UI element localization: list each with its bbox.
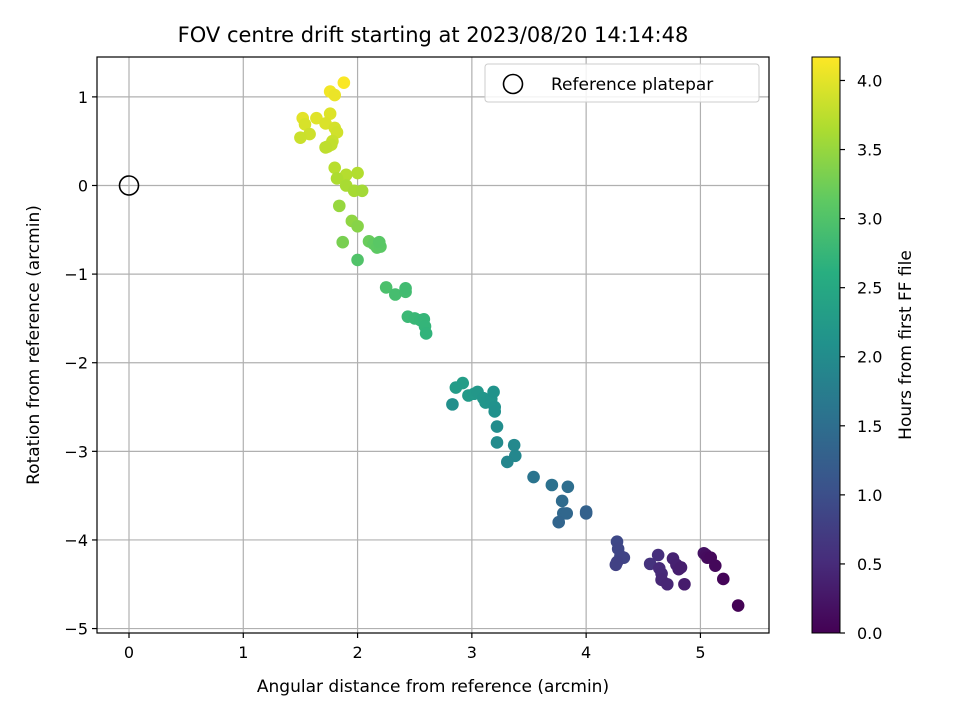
- data-point: [351, 253, 364, 267]
- data-point: [488, 405, 502, 418]
- colorbar-tick-label: 2.0: [857, 348, 882, 367]
- x-tick-label: 2: [352, 643, 362, 662]
- data-point: [310, 111, 323, 125]
- data-point: [487, 385, 500, 399]
- data-point: [388, 288, 402, 301]
- data-point: [332, 199, 346, 213]
- x-tick-label: 4: [581, 643, 591, 662]
- grid: [97, 57, 769, 633]
- data-point: [674, 561, 688, 574]
- legend: Reference platepar: [484, 63, 760, 103]
- colorbar-ticks: 0.0 0.5 1.0 1.5 2.0 2.5 3.0 3.5 4.0: [840, 71, 882, 643]
- data-point: [660, 577, 674, 591]
- y-tick-label: −4: [64, 531, 88, 550]
- data-point: [355, 184, 369, 198]
- colorbar-tick-label: 4.0: [857, 71, 882, 90]
- y-tick-label: −3: [64, 442, 88, 461]
- reference-marker: [118, 175, 140, 196]
- data-point: [555, 494, 569, 508]
- y-tick-label: −1: [64, 265, 88, 284]
- colorbar-tick-label: 3.5: [857, 141, 882, 160]
- data-point: [490, 420, 504, 433]
- legend-entry-reference: Reference platepar: [551, 75, 713, 95]
- data-point: [330, 172, 344, 185]
- colorbar-tick-label: 3.0: [857, 210, 882, 229]
- data-point: [500, 455, 514, 469]
- colorbar-tick-label: 0.5: [857, 555, 882, 574]
- legend-box: [484, 63, 760, 103]
- data-point: [372, 235, 386, 249]
- colorbar-tick-label: 1.5: [857, 417, 882, 436]
- data-point: [379, 281, 393, 294]
- colorbar-tick-label: 0.0: [857, 624, 882, 643]
- x-tick-label: 1: [238, 643, 248, 662]
- data-point: [561, 480, 575, 494]
- colorbar-label: Hours from first FF file: [896, 250, 916, 440]
- y-tick-label: 1: [78, 88, 88, 107]
- data-point: [446, 398, 459, 411]
- y-tick-label: 0: [78, 176, 88, 195]
- y-tick-label: −2: [64, 354, 88, 373]
- x-tick-label: 3: [467, 643, 477, 662]
- y-axis-label: Rotation from reference (arcmin): [24, 205, 44, 485]
- data-point: [351, 166, 364, 180]
- data-point: [527, 470, 540, 484]
- data-point: [678, 577, 691, 591]
- data-point: [328, 161, 342, 175]
- data-point: [552, 515, 566, 529]
- axes: 0 1 2 3 4 5 1 0 −1 −2 −3 −4 −5: [64, 56, 770, 662]
- x-tick-label: 5: [695, 643, 705, 662]
- data-point: [651, 548, 665, 562]
- data-point: [731, 599, 745, 612]
- data-point: [323, 107, 337, 121]
- x-axis-label: Angular distance from reference (arcmin): [257, 677, 609, 697]
- data-point: [294, 131, 307, 144]
- colorbar-gradient: [811, 56, 841, 634]
- data-point: [336, 235, 350, 249]
- scatter-points: [118, 76, 745, 612]
- y-tick-label: −5: [64, 620, 88, 639]
- data-point: [716, 572, 730, 586]
- data-point: [298, 118, 312, 131]
- data-point: [328, 88, 342, 102]
- chart-title: FOV centre drift starting at 2023/08/20 …: [178, 23, 689, 47]
- data-point: [351, 219, 364, 233]
- colorbar-tick-label: 2.5: [857, 279, 882, 298]
- colorbar-tick-label: 1.0: [857, 486, 882, 505]
- data-point: [449, 381, 463, 394]
- data-point: [609, 558, 623, 572]
- x-tick-label: 0: [124, 643, 134, 662]
- data-point: [708, 559, 722, 572]
- data-point: [560, 507, 574, 520]
- data-point: [545, 478, 559, 492]
- data-point: [337, 76, 351, 89]
- colorbar: 0.0 0.5 1.0 1.5 2.0 2.5 3.0 3.5 4.0 Hours from f…: [811, 56, 916, 643]
- axes-frame: [96, 56, 770, 634]
- data-point: [507, 438, 521, 452]
- data-point: [319, 141, 332, 154]
- legend-marker-reference: [502, 73, 524, 95]
- data-point: [419, 327, 433, 340]
- data-point: [579, 507, 593, 520]
- data-point: [399, 281, 412, 295]
- data-point: [490, 436, 504, 449]
